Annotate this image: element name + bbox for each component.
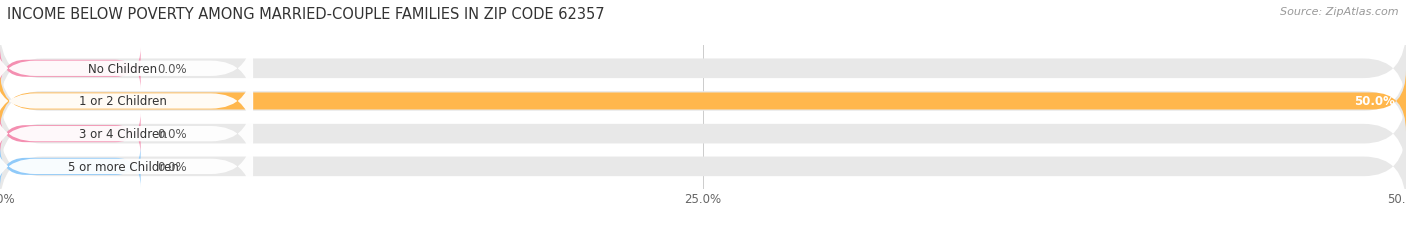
FancyBboxPatch shape: [0, 30, 1406, 108]
FancyBboxPatch shape: [0, 48, 141, 90]
FancyBboxPatch shape: [0, 95, 1406, 173]
FancyBboxPatch shape: [0, 60, 253, 143]
FancyBboxPatch shape: [0, 93, 253, 175]
Text: 0.0%: 0.0%: [157, 160, 187, 173]
FancyBboxPatch shape: [0, 146, 141, 188]
FancyBboxPatch shape: [0, 113, 141, 155]
Text: 50.0%: 50.0%: [1354, 95, 1395, 108]
FancyBboxPatch shape: [0, 28, 253, 110]
Text: 5 or more Children: 5 or more Children: [67, 160, 179, 173]
FancyBboxPatch shape: [0, 125, 253, 208]
Text: 1 or 2 Children: 1 or 2 Children: [79, 95, 167, 108]
FancyBboxPatch shape: [0, 71, 1406, 132]
Text: 0.0%: 0.0%: [157, 128, 187, 140]
FancyBboxPatch shape: [0, 128, 1406, 206]
FancyBboxPatch shape: [0, 62, 1406, 141]
Text: Source: ZipAtlas.com: Source: ZipAtlas.com: [1281, 7, 1399, 17]
Text: No Children: No Children: [89, 63, 157, 76]
Text: 0.0%: 0.0%: [157, 63, 187, 76]
Text: 3 or 4 Children: 3 or 4 Children: [79, 128, 167, 140]
Text: INCOME BELOW POVERTY AMONG MARRIED-COUPLE FAMILIES IN ZIP CODE 62357: INCOME BELOW POVERTY AMONG MARRIED-COUPL…: [7, 7, 605, 22]
